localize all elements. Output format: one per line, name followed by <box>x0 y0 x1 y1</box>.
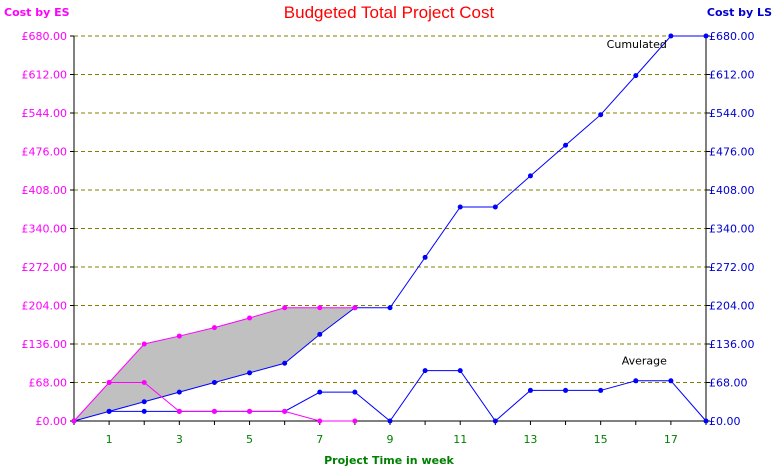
left-tick-label: £0.00 <box>36 415 68 428</box>
data-point-ls_cumulated <box>387 305 393 311</box>
left-tick-label: £544.00 <box>22 107 68 120</box>
annotations: Cumulated Average <box>607 38 667 367</box>
es-ls-gap-fill <box>74 307 355 421</box>
right-axis-title: Cost by LS <box>707 6 772 19</box>
right-tick-label: £544.00 <box>709 107 755 120</box>
data-point-ls_average <box>598 387 604 393</box>
right-tick-label: £680.00 <box>709 30 755 43</box>
gap-area <box>74 307 355 421</box>
data-point-ls_cumulated <box>633 73 639 79</box>
data-point-ls_average <box>492 418 498 424</box>
data-point-es_average <box>317 418 323 424</box>
x-tick-label: 13 <box>523 433 537 446</box>
data-point-ls_average <box>703 418 709 424</box>
x-tick-label: 3 <box>176 433 183 446</box>
x-tick-label: 9 <box>387 433 394 446</box>
data-point-es_cumulated <box>106 380 112 385</box>
data-point-ls_cumulated <box>457 204 463 210</box>
left-tick-label: £680.00 <box>22 30 68 43</box>
data-point-ls_cumulated <box>527 173 533 179</box>
data-point-ls_cumulated <box>668 33 674 39</box>
annotation-average: Average <box>622 354 667 367</box>
data-point-ls_cumulated <box>598 112 604 118</box>
data-point-es_average <box>176 408 182 414</box>
x-tick-label: 5 <box>246 433 253 446</box>
right-tick-label: £136.00 <box>709 338 755 351</box>
right-tick-label: £204.00 <box>709 300 755 313</box>
left-tick-label: £136.00 <box>22 338 68 351</box>
data-point-ls_average <box>668 378 674 384</box>
left-tick-label: £340.00 <box>22 223 68 236</box>
data-point-es_cumulated <box>71 418 77 424</box>
right-tick-label: £612.00 <box>709 69 755 82</box>
right-axis-ticks: £0.00 £68.00 £136.00 £204.00 £272.00 £340.00 £… <box>706 30 755 428</box>
data-point-ls_cumulated <box>247 370 253 376</box>
x-axis-label: Project Time in week <box>324 454 454 467</box>
x-tick-label: 7 <box>316 433 323 446</box>
data-point-ls_average <box>563 387 569 393</box>
data-point-es_cumulated <box>352 305 358 311</box>
left-tick-label: £204.00 <box>22 300 68 313</box>
data-point-ls_average <box>527 387 533 393</box>
right-tick-label: £408.00 <box>709 184 755 197</box>
data-point-ls_cumulated <box>106 408 112 414</box>
data-point-es_cumulated <box>141 341 147 347</box>
x-tick-label: 15 <box>594 433 608 446</box>
data-point-ls_cumulated <box>422 254 428 260</box>
data-point-ls_average <box>422 368 428 374</box>
data-point-es_average <box>282 408 288 414</box>
left-tick-label: £476.00 <box>22 146 68 159</box>
annotation-cumulated: Cumulated <box>607 38 667 51</box>
data-point-es_average <box>211 408 217 414</box>
data-point-es_average <box>141 380 147 385</box>
data-point-ls_cumulated <box>176 389 182 395</box>
left-tick-label: £272.00 <box>22 261 68 274</box>
data-point-ls_cumulated <box>563 142 569 148</box>
x-axis-ticks: 1 3 5 7 9 11 13 15 17 <box>73 421 707 446</box>
data-point-es_average <box>247 408 253 414</box>
data-point-ls_average <box>317 389 323 395</box>
x-tick-label: 11 <box>453 433 467 446</box>
data-point-es_cumulated <box>176 333 182 339</box>
left-tick-label: £612.00 <box>22 69 68 82</box>
series <box>71 33 709 424</box>
x-tick-label: 17 <box>664 433 678 446</box>
data-point-ls_cumulated <box>141 399 147 405</box>
data-point-ls_cumulated <box>703 33 709 39</box>
left-tick-label: £408.00 <box>22 184 68 197</box>
data-point-es_cumulated <box>317 305 323 311</box>
grid <box>74 35 706 383</box>
left-axis-title: Cost by ES <box>4 6 70 19</box>
x-tick-label: 1 <box>106 433 113 446</box>
left-axis-ticks: £0.00 £68.00 £136.00 £204.00 £272.00 £340.00 £… <box>22 30 74 428</box>
data-point-ls_cumulated <box>492 204 498 210</box>
data-point-ls_average <box>633 378 639 384</box>
data-point-ls_average <box>352 389 358 395</box>
chart-title: Budgeted Total Project Cost <box>284 3 495 22</box>
right-tick-label: £272.00 <box>709 261 755 274</box>
right-tick-label: £0.00 <box>709 415 741 428</box>
data-point-ls_cumulated <box>317 331 323 337</box>
data-point-ls_average <box>141 408 147 414</box>
data-point-es_cumulated <box>247 315 253 321</box>
series-line-es_average <box>109 382 355 422</box>
data-point-es_cumulated <box>211 325 217 331</box>
data-point-ls_average <box>457 368 463 374</box>
data-point-ls_cumulated <box>211 380 217 385</box>
data-point-ls_cumulated <box>282 360 288 366</box>
right-tick-label: £68.00 <box>709 377 748 390</box>
right-tick-label: £340.00 <box>709 223 755 236</box>
left-tick-label: £68.00 <box>29 377 68 390</box>
right-tick-label: £476.00 <box>709 146 755 159</box>
data-point-es_cumulated <box>282 305 288 311</box>
data-point-ls_average <box>387 418 393 424</box>
data-point-es_average <box>352 418 358 424</box>
